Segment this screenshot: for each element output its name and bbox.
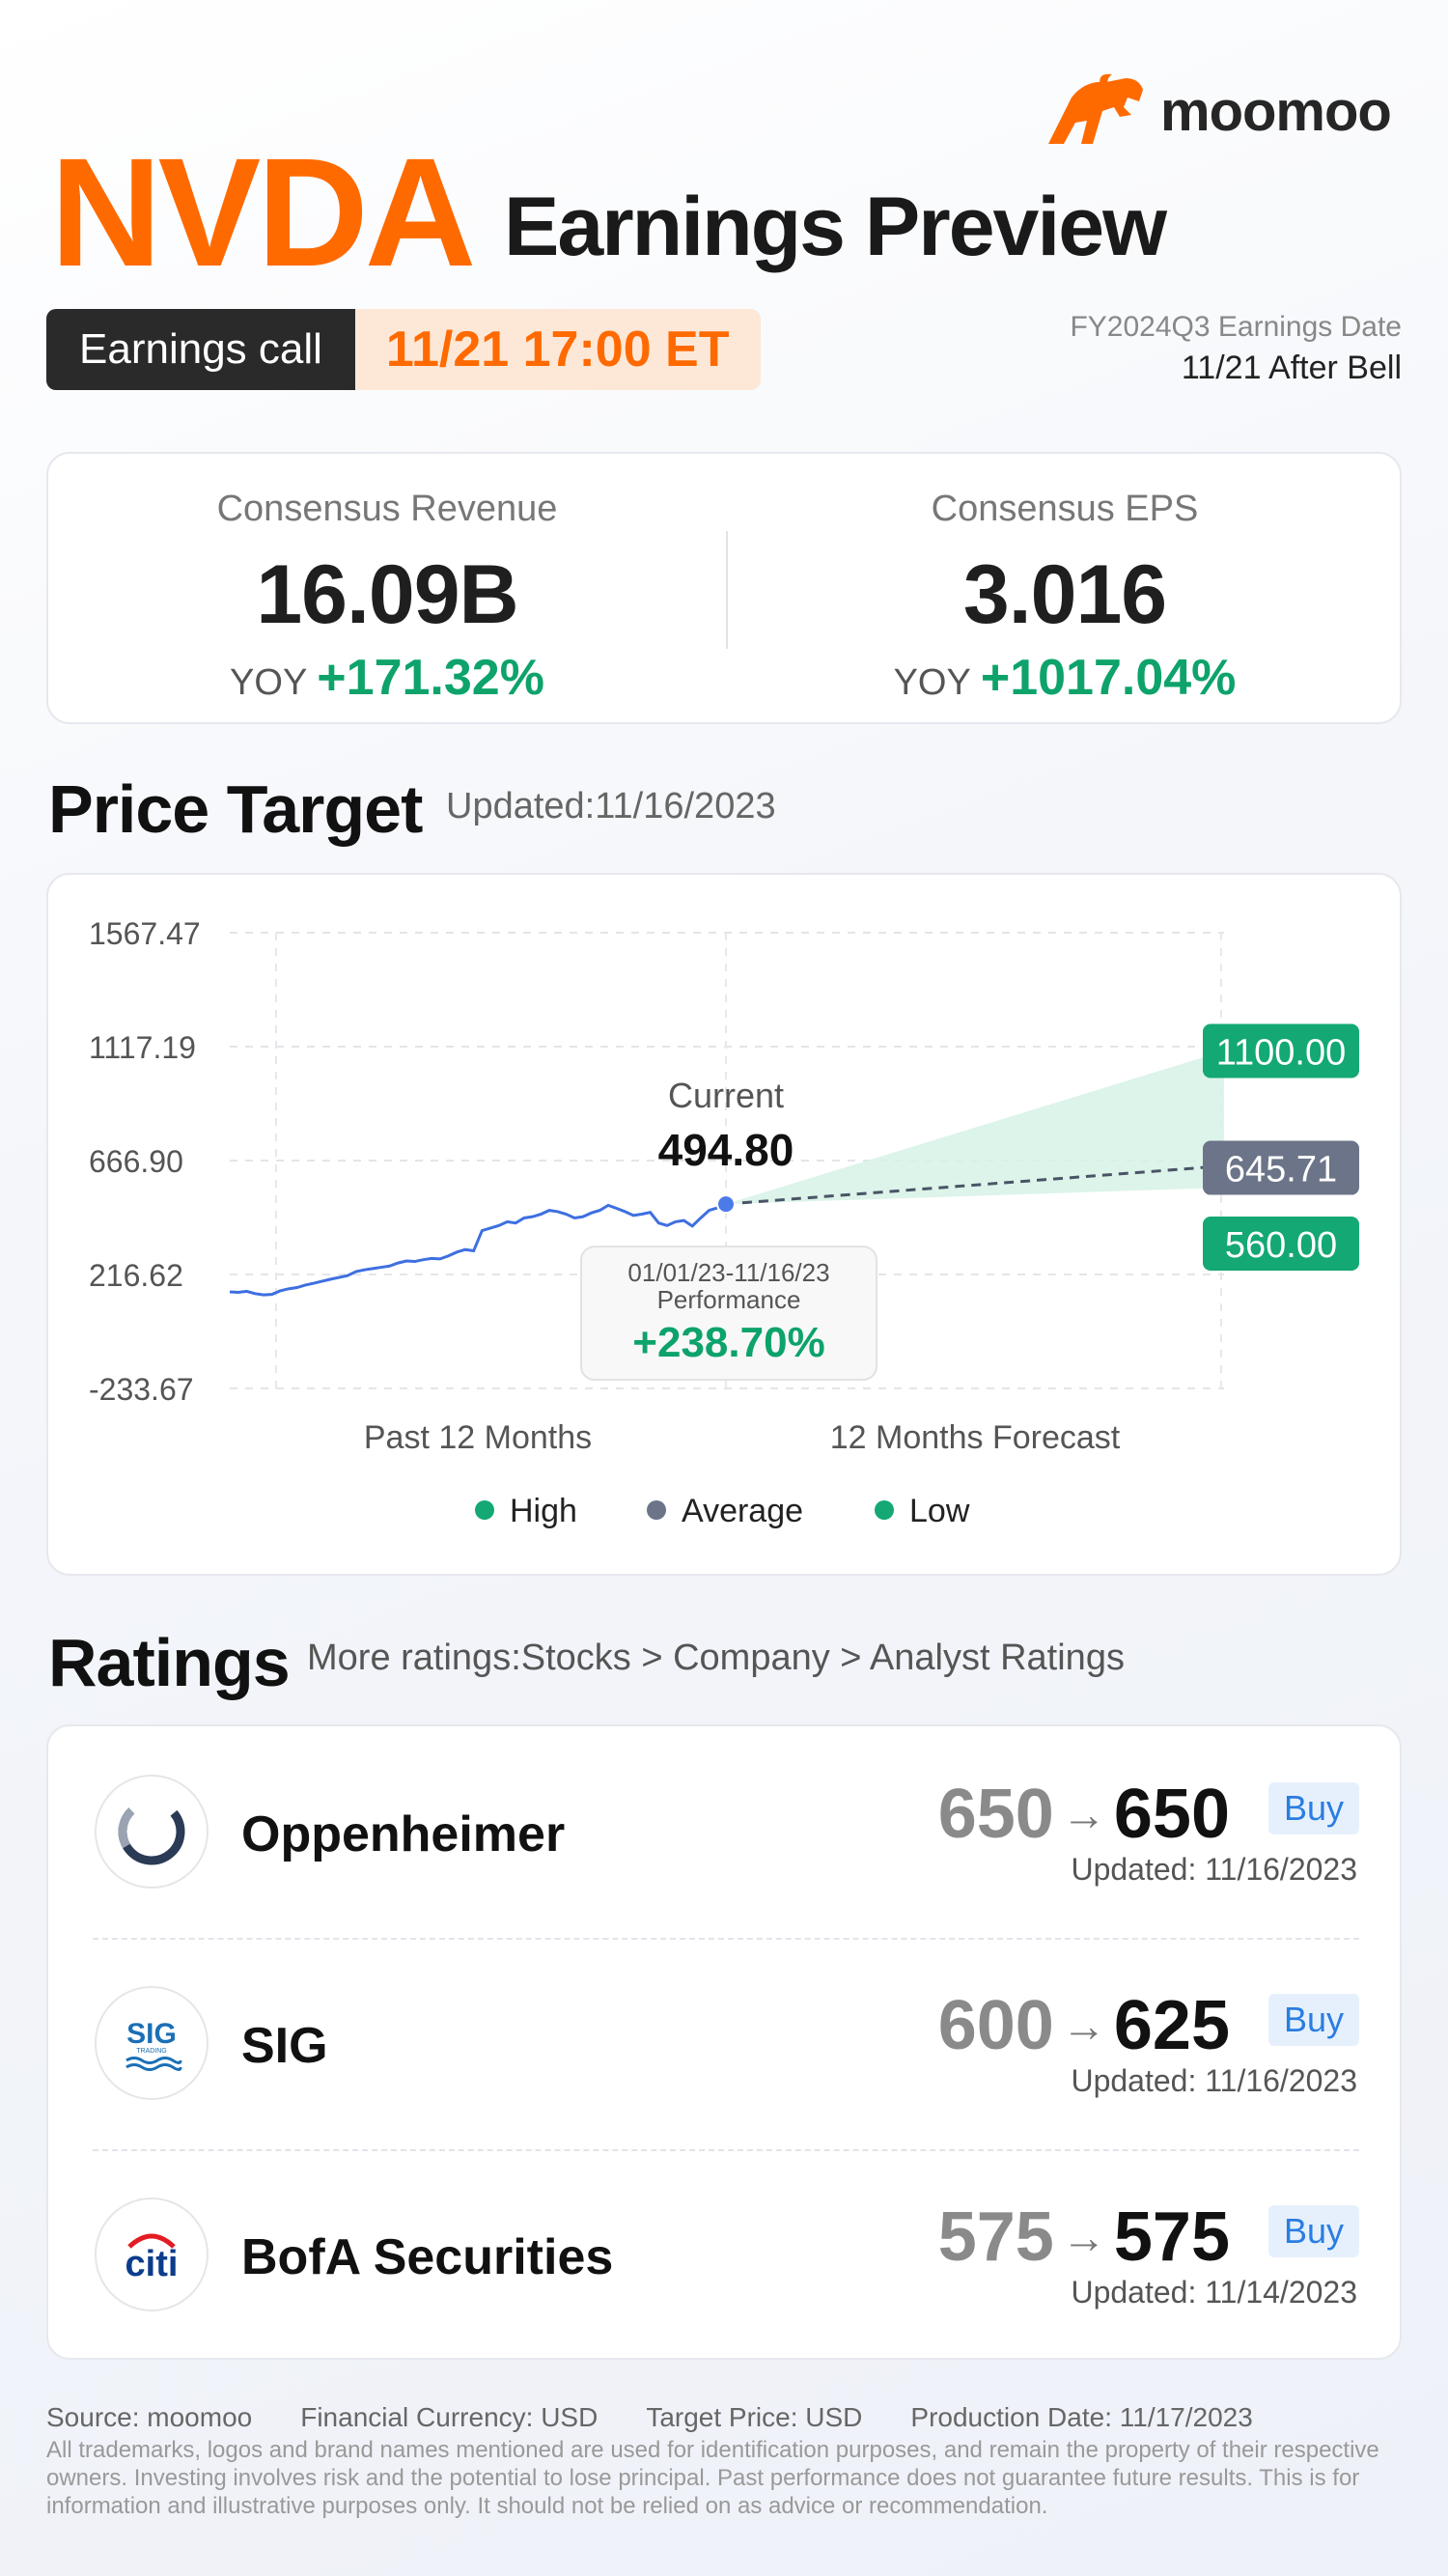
performance-tooltip	[580, 1246, 877, 1382]
sig-logo-sub: TRADING	[136, 2048, 167, 2055]
average-target-badge	[1203, 1140, 1359, 1195]
legend-label: High	[510, 1493, 577, 1529]
legend-label: Low	[909, 1493, 970, 1529]
legend-label: Average	[682, 1493, 803, 1529]
eps-yoy-value: +1017.04%	[980, 650, 1237, 706]
low-target-badge	[1203, 1217, 1359, 1272]
new-target: 575	[1113, 2198, 1230, 2276]
sig-logo-text: SIG	[126, 2018, 177, 2050]
previous-target: 650	[937, 1776, 1054, 1853]
rating-updated: Updated: 11/16/2023	[1071, 2063, 1357, 2098]
consensus-eps: Consensus EPS 3.016 YOY +1017.04%	[726, 454, 1404, 726]
average-target-line	[725, 1164, 1225, 1206]
citi-logo-icon: citi	[95, 2198, 209, 2311]
citi-logo-text: citi	[125, 2244, 179, 2284]
page-title: Earnings Preview	[504, 181, 1167, 273]
oppenheimer-logo-icon	[95, 1775, 209, 1889]
divider	[93, 2149, 1359, 2151]
rating-badge: Buy	[1267, 2205, 1359, 2257]
divider	[726, 531, 728, 649]
price-change: 650 → 650	[938, 1775, 1230, 1854]
firm-name: SIG	[241, 2018, 328, 2074]
ratings-card: Oppenheimer 650 → 650 Buy Updated: 11/16…	[46, 1724, 1402, 2360]
legend-marker	[475, 1500, 494, 1520]
performance-label: Performance	[657, 1285, 801, 1314]
firm-name: Oppenheimer	[241, 1806, 566, 1862]
current-price-dot	[716, 1194, 736, 1215]
ratings-title: Ratings	[48, 1625, 291, 1700]
moomoo-bull-icon	[1048, 73, 1143, 144]
y-tick-label: -233.67	[89, 1372, 194, 1407]
x-axis-label: 12 Months Forecast	[830, 1419, 1121, 1456]
previous-target: 600	[937, 1987, 1054, 2064]
arrow-right-icon: →	[1061, 2212, 1106, 2262]
rating-row[interactable]: Oppenheimer 650 → 650 Buy Updated: 11/16…	[48, 1726, 1404, 1938]
footer-production-date: Production Date: 11/17/2023	[910, 2402, 1253, 2432]
high-target-badge-label: 1100.00	[1216, 1033, 1347, 1074]
performance-value: +238.70%	[632, 1319, 824, 1366]
rating-badge: Buy	[1267, 1782, 1359, 1834]
ratings-more-link[interactable]: More ratings:Stocks > Company > Analyst …	[307, 1638, 1125, 1678]
current-value: 494.80	[658, 1125, 794, 1175]
sig-logo-icon: SIG TRADING	[95, 1986, 209, 2100]
earnings-date: 11/21 After Bell	[1181, 350, 1402, 386]
footer-currency: Financial Currency: USD	[300, 2402, 599, 2432]
arrow-right-icon: →	[1061, 2001, 1106, 2051]
previous-target: 575	[937, 2198, 1054, 2276]
consensus-eps-value: 3.016	[962, 548, 1167, 641]
revenue-yoy-value: +171.32%	[317, 650, 544, 706]
consensus-revenue-value: 16.09B	[256, 548, 518, 641]
new-target: 650	[1113, 1776, 1230, 1853]
moomoo-logo: moomoo	[1043, 70, 1409, 153]
price-target-title: Price Target	[48, 771, 423, 847]
y-tick-label: 1567.47	[89, 916, 201, 951]
consensus-card: Consensus Revenue 16.09B YOY +171.32% Con…	[46, 452, 1402, 724]
average-target-badge-label: 645.71	[1225, 1150, 1337, 1190]
y-tick-label: 1117.19	[89, 1030, 196, 1065]
divider	[93, 1938, 1359, 1940]
price-change: 600 → 625	[938, 1986, 1230, 2065]
footer-source: Source: moomoo	[46, 2402, 253, 2432]
legend-marker	[647, 1500, 666, 1520]
rating-badge: Buy	[1267, 1994, 1359, 2046]
consensus-eps-label: Consensus EPS	[931, 489, 1199, 529]
consensus-revenue: Consensus Revenue 16.09B YOY +171.32%	[48, 454, 726, 726]
arrow-right-icon: →	[1061, 1789, 1106, 1839]
x-axis-label: Past 12 Months	[364, 1419, 592, 1456]
current-label: Current	[668, 1076, 784, 1115]
footer-disclaimer: All trademarks, logos and brand names me…	[46, 2437, 1379, 2519]
footer-target-currency: Target Price: USD	[646, 2402, 863, 2432]
footer-meta: Source: moomoo Financial Currency: USD T…	[46, 2402, 1253, 2433]
price-target-chart: 1567.47 1117.19 666.90 216.62 -233.67 Current…	[46, 873, 1402, 1576]
revenue-yoy-label: YOY	[230, 662, 308, 703]
rating-updated: Updated: 11/14/2023	[1071, 2275, 1357, 2310]
y-tick-label: 666.90	[89, 1144, 183, 1179]
consensus-revenue-label: Consensus Revenue	[216, 489, 558, 529]
fiscal-period-label: FY2024Q3 Earnings Date	[1070, 311, 1402, 343]
earnings-call-time: 11/21 17:00 ET	[354, 309, 761, 390]
brand-name: moomoo	[1160, 79, 1392, 143]
earnings-call-tag: Earnings call 11/21 17:00 ET	[46, 309, 761, 390]
price-target-svg: 1567.47 1117.19 666.90 216.62 -233.67 Current…	[89, 916, 1359, 1529]
rating-row[interactable]: citi BofA Securities 575 → 575 Buy Updat…	[48, 2149, 1404, 2361]
eps-yoy-label: YOY	[893, 662, 971, 703]
high-target-badge	[1203, 1023, 1359, 1078]
low-target-badge-label: 560.00	[1225, 1225, 1337, 1266]
legend-marker	[875, 1500, 894, 1520]
rating-updated: Updated: 11/16/2023	[1071, 1852, 1357, 1887]
forecast-band	[726, 1050, 1224, 1205]
price-change: 575 → 575	[938, 2198, 1230, 2277]
performance-range: 01/01/23-11/16/23	[627, 1258, 829, 1287]
price-history-line	[229, 1202, 727, 1297]
price-target-updated: Updated:11/16/2023	[446, 786, 776, 826]
firm-name: BofA Securities	[241, 2229, 614, 2285]
ticker-symbol: NVDA	[50, 126, 476, 298]
y-tick-label: 216.62	[89, 1258, 183, 1293]
new-target: 625	[1113, 1987, 1230, 2064]
rating-row[interactable]: SIG TRADING SIG 600 → 625 Buy Updated: 1…	[48, 1938, 1404, 2149]
earnings-call-label: Earnings call	[46, 309, 355, 390]
